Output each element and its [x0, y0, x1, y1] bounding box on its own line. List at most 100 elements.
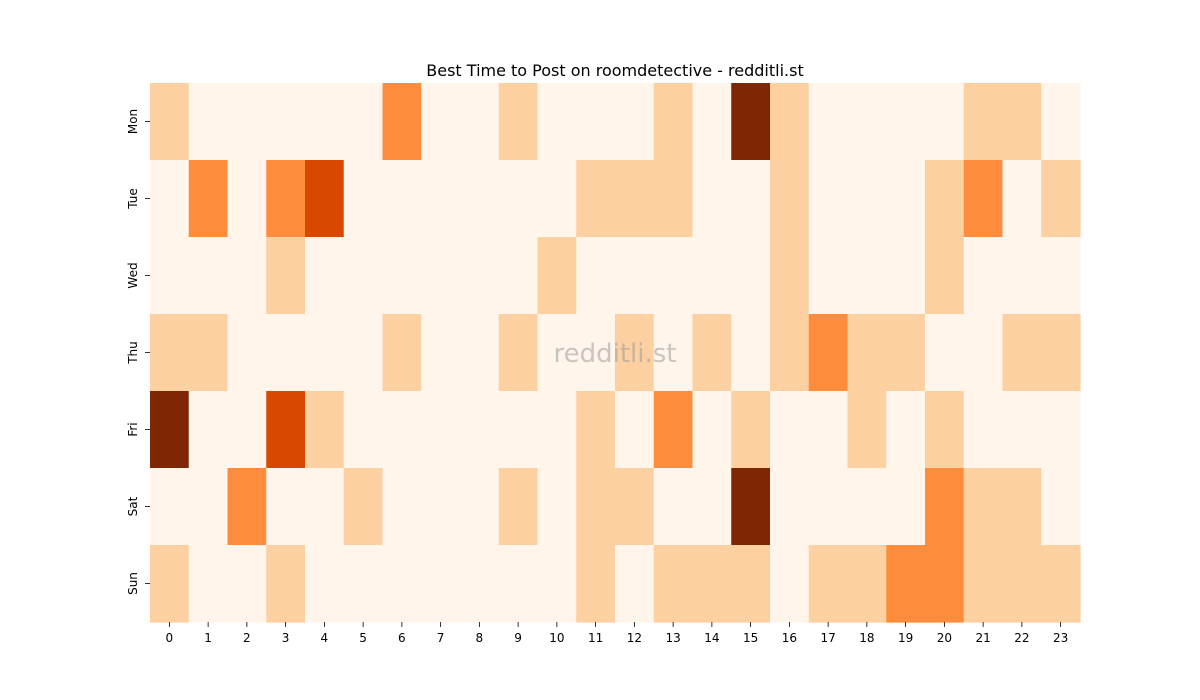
heatmap-cell-tue-20 [925, 160, 965, 238]
heatmap-cell-tue-8 [460, 160, 500, 238]
x-tick-label: 3 [282, 631, 290, 645]
heatmap-cell-thu-4 [305, 314, 345, 392]
heatmap-cell-sun-23 [1041, 545, 1081, 623]
heatmap-cell-tue-4 [305, 160, 345, 238]
heatmap-cell-tue-6 [382, 160, 422, 238]
heatmap-cell-wed-20 [925, 237, 965, 315]
heatmap-cell-fri-1 [188, 391, 229, 469]
heatmap-cell-sun-13 [653, 545, 694, 623]
heatmap-cell-tue-19 [886, 160, 926, 238]
heatmap-cell-tue-9 [498, 160, 539, 238]
heatmap-cell-mon-5 [343, 83, 384, 161]
heatmap-cell-sun-6 [382, 545, 422, 623]
heatmap-cell-fri-7 [421, 391, 461, 469]
heatmap-cell-fri-3 [266, 391, 306, 469]
heatmap-cell-thu-8 [460, 314, 500, 392]
heatmap-cell-mon-20 [925, 83, 965, 161]
heatmap-cell-mon-0 [150, 83, 190, 161]
heatmap-cell-sun-16 [770, 545, 810, 623]
heatmap-cell-wed-6 [382, 237, 422, 315]
heatmap-cell-tue-0 [150, 160, 190, 238]
heatmap-cell-wed-10 [537, 237, 577, 315]
heatmap-cell-sun-14 [692, 545, 732, 623]
heatmap-cell-sat-6 [382, 468, 422, 546]
heatmap-cell-wed-4 [305, 237, 345, 315]
heatmap-cell-tue-17 [808, 160, 849, 238]
heatmap-cell-mon-18 [847, 83, 887, 161]
heatmap-cell-fri-4 [305, 391, 345, 469]
heatmap-cell-sat-20 [925, 468, 965, 546]
heatmap-cell-wed-21 [963, 237, 1004, 315]
chart-title: Best Time to Post on roomdetective - red… [426, 61, 803, 80]
heatmap-cell-mon-2 [227, 83, 267, 161]
heatmap-cell-fri-21 [963, 391, 1004, 469]
heatmap-cell-mon-11 [576, 83, 616, 161]
heatmap-cell-mon-3 [266, 83, 306, 161]
heatmap-cell-fri-18 [847, 391, 887, 469]
heatmap-cell-thu-18 [847, 314, 887, 392]
heatmap-cell-thu-1 [188, 314, 229, 392]
heatmap-cell-sat-22 [1002, 468, 1042, 546]
heatmap-cell-mon-4 [305, 83, 345, 161]
heatmap-cell-fri-17 [808, 391, 849, 469]
heatmap-cell-thu-20 [925, 314, 965, 392]
heatmap-cell-thu-11 [576, 314, 616, 392]
x-tick-label: 2 [243, 631, 251, 645]
heatmap-cell-fri-5 [343, 391, 384, 469]
heatmap-cell-thu-7 [421, 314, 461, 392]
heatmap-cell-tue-5 [343, 160, 384, 238]
heatmap-cell-wed-3 [266, 237, 306, 315]
heatmap-cell-sun-17 [808, 545, 849, 623]
heatmap-cell-sun-18 [847, 545, 887, 623]
heatmap-cell-sun-15 [731, 545, 771, 623]
heatmap-cell-sun-22 [1002, 545, 1042, 623]
heatmap-cell-sat-9 [498, 468, 539, 546]
heatmap-cell-fri-15 [731, 391, 771, 469]
heatmap-cell-thu-15 [731, 314, 771, 392]
heatmap-cell-mon-12 [615, 83, 655, 161]
x-tick-label: 16 [782, 631, 797, 645]
heatmap-cell-thu-6 [382, 314, 422, 392]
heatmap-cell-sat-5 [343, 468, 384, 546]
heatmap-cell-sat-23 [1041, 468, 1081, 546]
x-tick-label: 18 [859, 631, 874, 645]
heatmap-cell-mon-15 [731, 83, 771, 161]
heatmap-cell-fri-20 [925, 391, 965, 469]
heatmap-cell-wed-19 [886, 237, 926, 315]
heatmap-cell-sat-11 [576, 468, 616, 546]
heatmap-cell-sun-2 [227, 545, 267, 623]
x-tick-label: 12 [627, 631, 642, 645]
x-tick-label: 10 [549, 631, 564, 645]
heatmap-cell-mon-8 [460, 83, 500, 161]
y-tick-label: Sat [126, 496, 140, 516]
heatmap-cell-tue-18 [847, 160, 887, 238]
heatmap-cell-sat-21 [963, 468, 1004, 546]
heatmap-cell-sat-3 [266, 468, 306, 546]
heatmap-cell-tue-7 [421, 160, 461, 238]
heatmap-cell-tue-10 [537, 160, 577, 238]
heatmap-cell-tue-21 [963, 160, 1004, 238]
heatmap-cell-sat-16 [770, 468, 810, 546]
heatmap-cell-wed-18 [847, 237, 887, 315]
heatmap-cell-thu-13 [653, 314, 694, 392]
heatmap-cell-mon-1 [188, 83, 229, 161]
x-tick-label: 1 [204, 631, 212, 645]
heatmap-cell-sat-8 [460, 468, 500, 546]
heatmap-cell-sat-15 [731, 468, 771, 546]
heatmap-cell-tue-15 [731, 160, 771, 238]
y-tick-label: Thu [126, 341, 140, 365]
heatmap-cell-sat-12 [615, 468, 655, 546]
heatmap-cell-sun-11 [576, 545, 616, 623]
heatmap-cell-mon-14 [692, 83, 732, 161]
heatmap-cell-mon-23 [1041, 83, 1081, 161]
x-tick-label: 11 [588, 631, 603, 645]
heatmap-cell-fri-0 [150, 391, 190, 469]
heatmap-cell-thu-2 [227, 314, 267, 392]
heatmap-cell-wed-23 [1041, 237, 1081, 315]
heatmap-cell-thu-19 [886, 314, 926, 392]
heatmap-cell-thu-16 [770, 314, 810, 392]
heatmap-cell-sun-0 [150, 545, 190, 623]
heatmap-cell-tue-11 [576, 160, 616, 238]
heatmap-cell-sat-2 [227, 468, 267, 546]
